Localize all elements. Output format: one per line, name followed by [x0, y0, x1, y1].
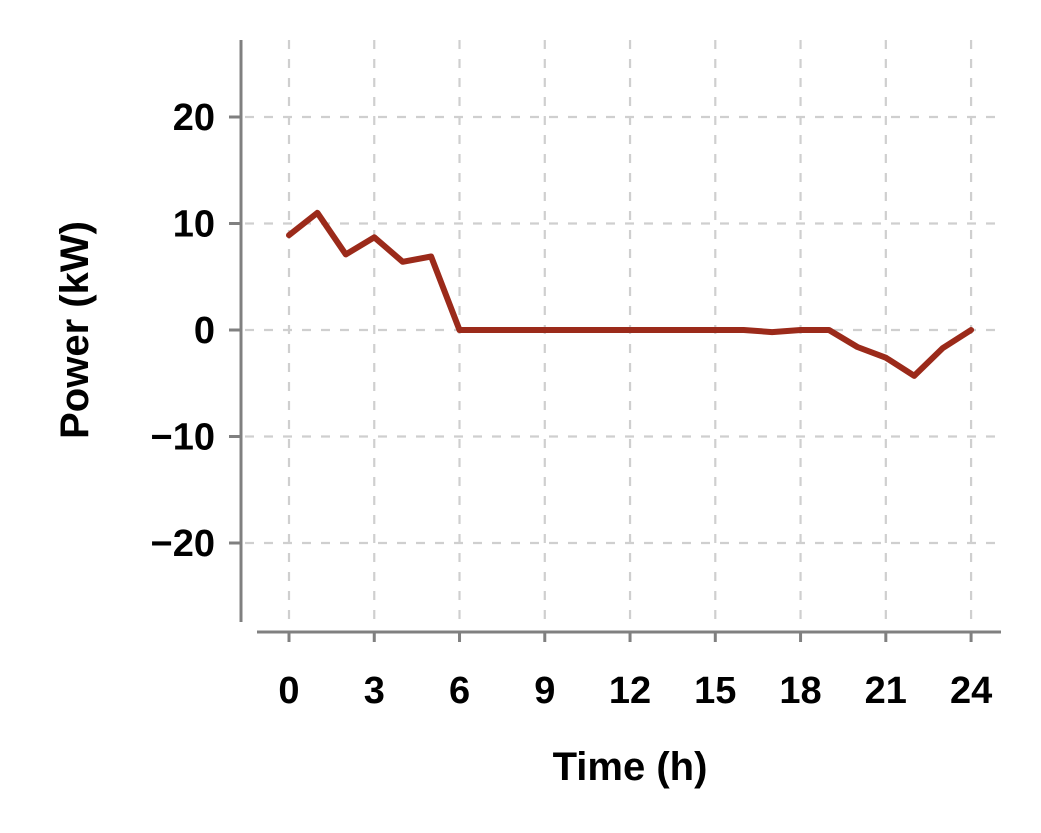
ticks: 0 3 6 9 12 15 18 21 24 20 10 0 −10 −20	[151, 97, 993, 712]
x-tick-label: 24	[950, 670, 992, 712]
x-tick-label: 15	[694, 670, 736, 712]
x-tick-label: 6	[449, 670, 470, 712]
y-tick-label: −20	[151, 523, 215, 565]
x-tick-label: 21	[865, 670, 907, 712]
series	[286, 209, 975, 379]
x-axis-title: Time (h)	[553, 745, 708, 789]
x-tick-label: 9	[534, 670, 555, 712]
x-tick-label: 3	[364, 670, 385, 712]
x-tick-label: 0	[278, 670, 299, 712]
axes	[239, 40, 1001, 634]
y-tick-label: 10	[173, 204, 215, 246]
x-tick-label: 18	[779, 670, 821, 712]
series-line	[286, 209, 975, 379]
y-tick-label: 0	[194, 310, 215, 352]
y-axis-title: Power (kW)	[53, 221, 97, 439]
y-tick-label: −10	[151, 417, 215, 459]
x-tick-label: 12	[609, 670, 651, 712]
y-tick-label: 20	[173, 97, 215, 139]
